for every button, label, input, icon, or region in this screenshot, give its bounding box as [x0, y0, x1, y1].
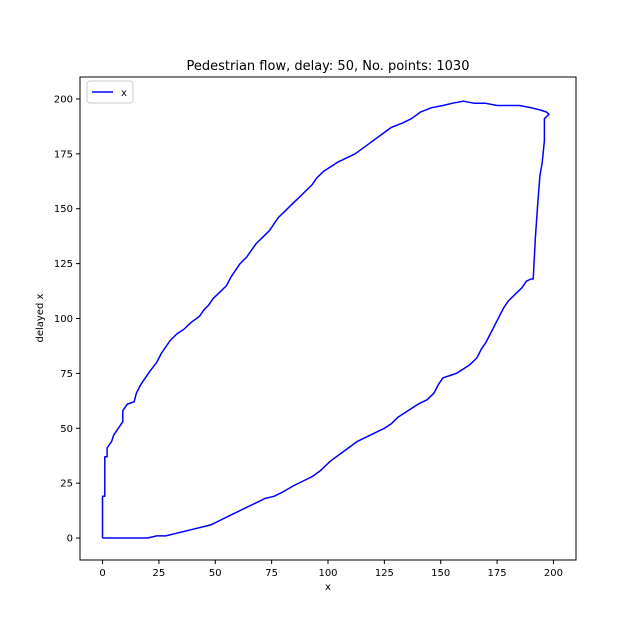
- x-tick-label: 0: [99, 568, 105, 579]
- y-tick-label: 75: [60, 369, 73, 380]
- y-tick-label: 50: [60, 424, 73, 435]
- x-tick-label: 25: [153, 568, 166, 579]
- axes-layer: 0 25 50 75 100 125 150 175 200 0 25 50 75 100 125 150 17…: [54, 76, 577, 579]
- y-tick-label: 150: [54, 204, 73, 215]
- x-tick-label: 75: [265, 568, 278, 579]
- x-axis-label: x: [325, 582, 331, 593]
- y-tick-label: 100: [54, 314, 73, 325]
- y-tick-label: 200: [54, 94, 73, 105]
- plot-layer: [101, 100, 550, 539]
- y-tick-label: 25: [60, 479, 73, 490]
- y-tick-label: 0: [67, 534, 73, 545]
- y-tick-label: 175: [54, 149, 73, 160]
- x-tick-label: 175: [488, 568, 507, 579]
- x-tick-label: 200: [544, 568, 563, 579]
- chart-title: Pedestrian flow, delay: 50, No. points: …: [187, 59, 470, 74]
- legend-label: x: [121, 88, 127, 99]
- legend: x: [86, 80, 134, 104]
- y-axis-label: delayed x: [35, 293, 46, 342]
- x-tick-label: 100: [318, 568, 337, 579]
- x-tick-label: 50: [209, 568, 222, 579]
- x-tick-label: 125: [375, 568, 394, 579]
- x-tick-label: 150: [431, 568, 450, 579]
- y-tick-label: 125: [54, 259, 73, 270]
- series-line-x: [101, 100, 550, 539]
